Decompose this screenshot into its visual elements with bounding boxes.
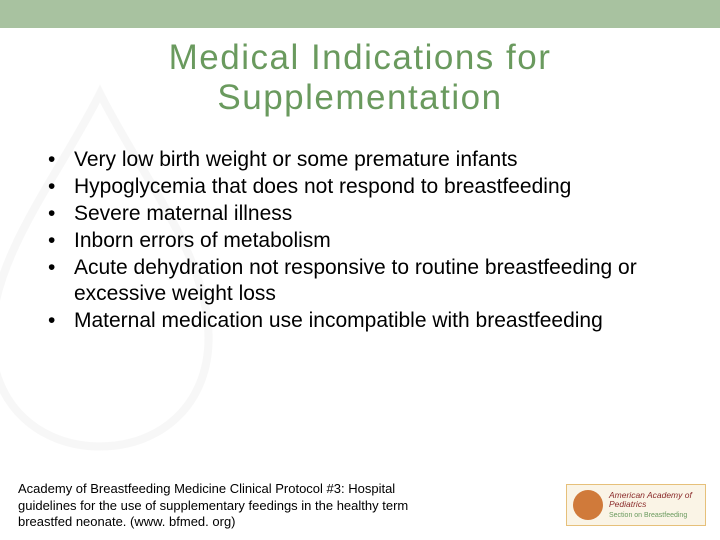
slide-title: Medical Indications for Supplementation [0,38,720,119]
list-item: Inborn errors of metabolism [48,228,710,254]
top-band [0,0,720,28]
title-line-2: Supplementation [217,78,502,117]
logo-icon [573,490,603,520]
logo-text: American Academy of Pediatrics Section o… [609,491,705,519]
list-item: Maternal medication use incompatible wit… [48,308,710,334]
title-line-1: Medical Indications for [169,38,552,77]
list-item: Severe maternal illness [48,201,710,227]
list-item: Acute dehydration not responsive to rout… [48,255,710,307]
citation-text: Academy of Breastfeeding Medicine Clinic… [18,481,448,530]
aap-logo: American Academy of Pediatrics Section o… [566,484,706,526]
bullet-list: Very low birth weight or some premature … [0,147,720,334]
list-item: Hypoglycemia that does not respond to br… [48,174,710,200]
list-item: Very low birth weight or some premature … [48,147,710,173]
